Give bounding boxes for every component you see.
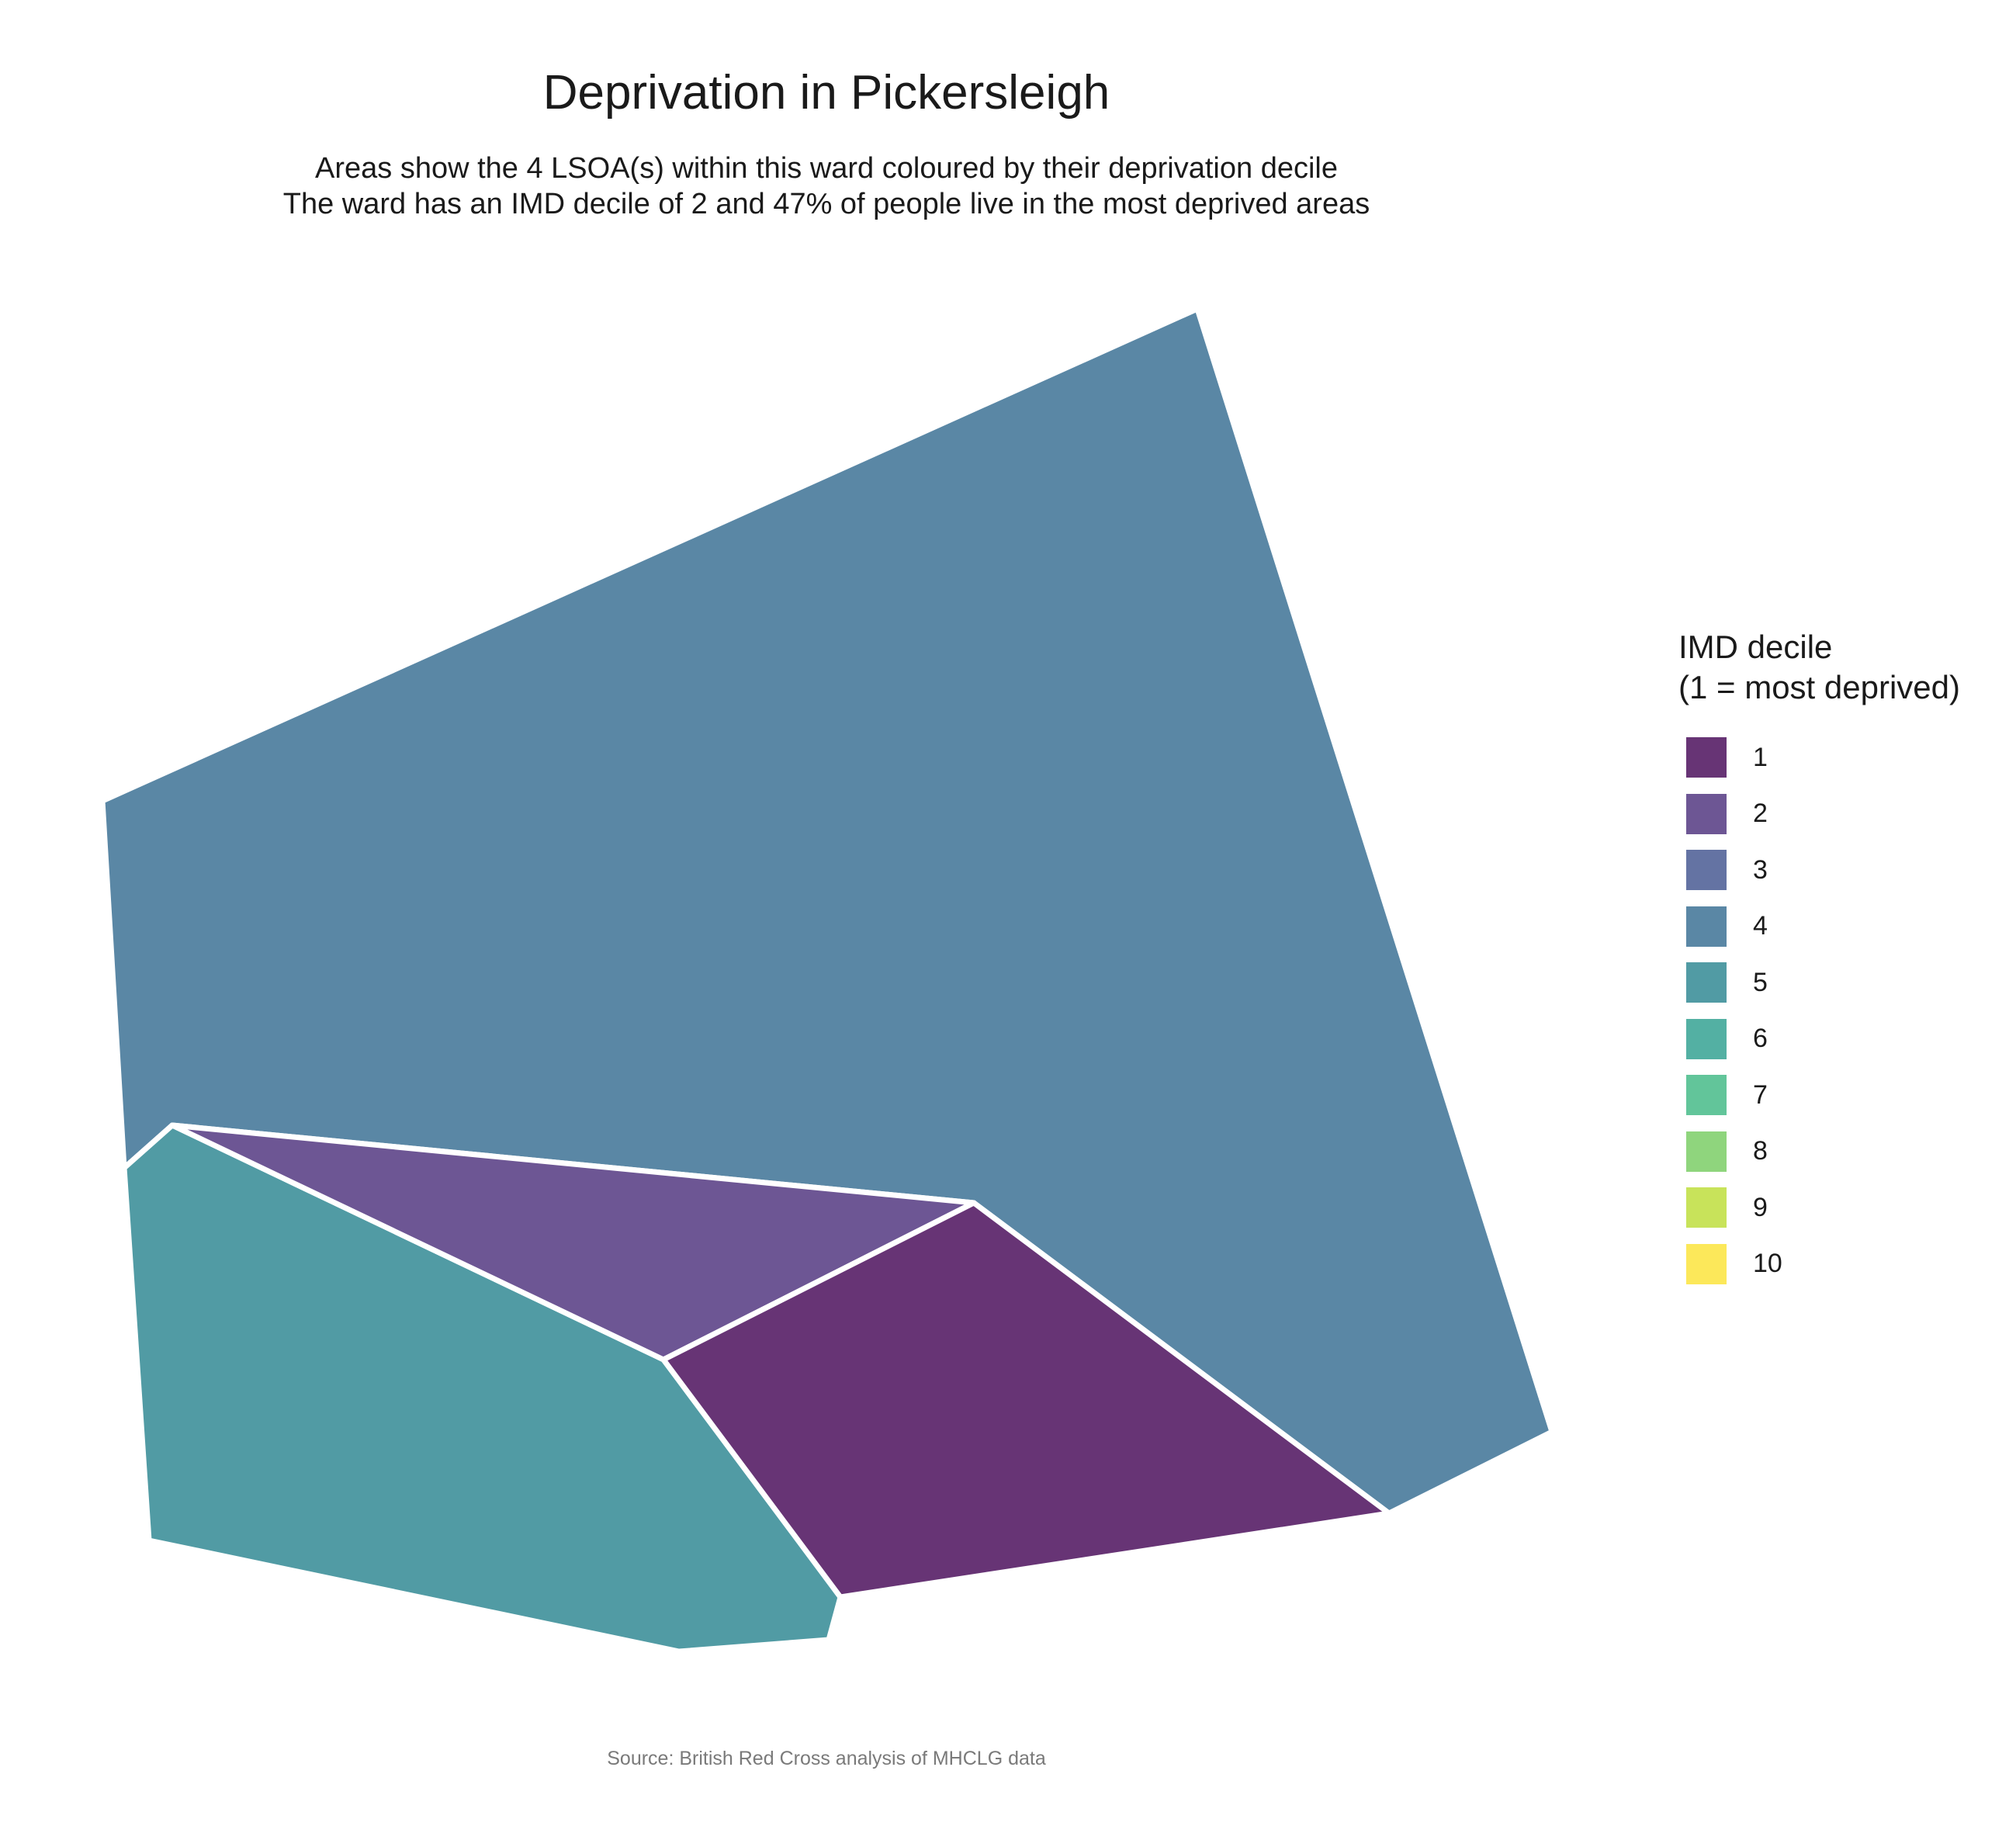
legend-title-line-1: IMD decile <box>1678 629 1833 665</box>
legend-swatch <box>1686 793 1727 834</box>
legend-item: 4 <box>1686 899 1960 955</box>
legend-swatch <box>1686 962 1727 1003</box>
legend-title: IMD decile (1 = most deprived) <box>1678 627 1960 708</box>
map-title: Deprivation in Pickersleigh <box>542 66 1110 120</box>
legend-items: 1 2 3 4 5 6 7 8 9 10 <box>1686 729 1960 1292</box>
legend-swatch <box>1686 1018 1727 1059</box>
legend-label: 6 <box>1753 1024 1768 1054</box>
legend-label: 2 <box>1753 799 1768 829</box>
legend-item: 1 <box>1686 729 1960 786</box>
legend-label: 9 <box>1753 1192 1768 1222</box>
legend-label: 7 <box>1753 1079 1768 1110</box>
legend-item: 7 <box>1686 1067 1960 1124</box>
legend-label: 4 <box>1753 911 1768 941</box>
legend-item: 3 <box>1686 842 1960 899</box>
legend-swatch <box>1686 1131 1727 1172</box>
legend-swatch <box>1686 1187 1727 1228</box>
legend: IMD decile (1 = most deprived) 1 2 3 4 5… <box>1678 627 1960 1292</box>
legend-item: 10 <box>1686 1236 1960 1293</box>
legend-swatch <box>1686 1075 1727 1116</box>
legend-label: 5 <box>1753 967 1768 997</box>
legend-label: 1 <box>1753 742 1768 772</box>
legend-swatch <box>1686 1243 1727 1284</box>
legend-item: 9 <box>1686 1180 1960 1236</box>
source-caption: Source: British Red Cross analysis of MH… <box>607 1748 1046 1769</box>
legend-label: 10 <box>1753 1249 1782 1279</box>
lsoa-area-decile-1[interactable] <box>660 1200 1392 1600</box>
map-subtitle-line-2: The ward has an IMD decile of 2 and 47% … <box>282 188 1370 220</box>
legend-label: 3 <box>1753 854 1768 885</box>
legend-label: 8 <box>1753 1136 1768 1166</box>
legend-title-line-2: (1 = most deprived) <box>1678 669 1960 705</box>
map-subtitle-line-1: Areas show the 4 LSOA(s) within this war… <box>315 152 1338 185</box>
legend-item: 5 <box>1686 955 1960 1011</box>
legend-item: 8 <box>1686 1124 1960 1180</box>
legend-swatch <box>1686 850 1727 891</box>
legend-item: 6 <box>1686 1011 1960 1068</box>
legend-swatch <box>1686 737 1727 778</box>
legend-item: 2 <box>1686 786 1960 843</box>
legend-swatch <box>1686 906 1727 947</box>
